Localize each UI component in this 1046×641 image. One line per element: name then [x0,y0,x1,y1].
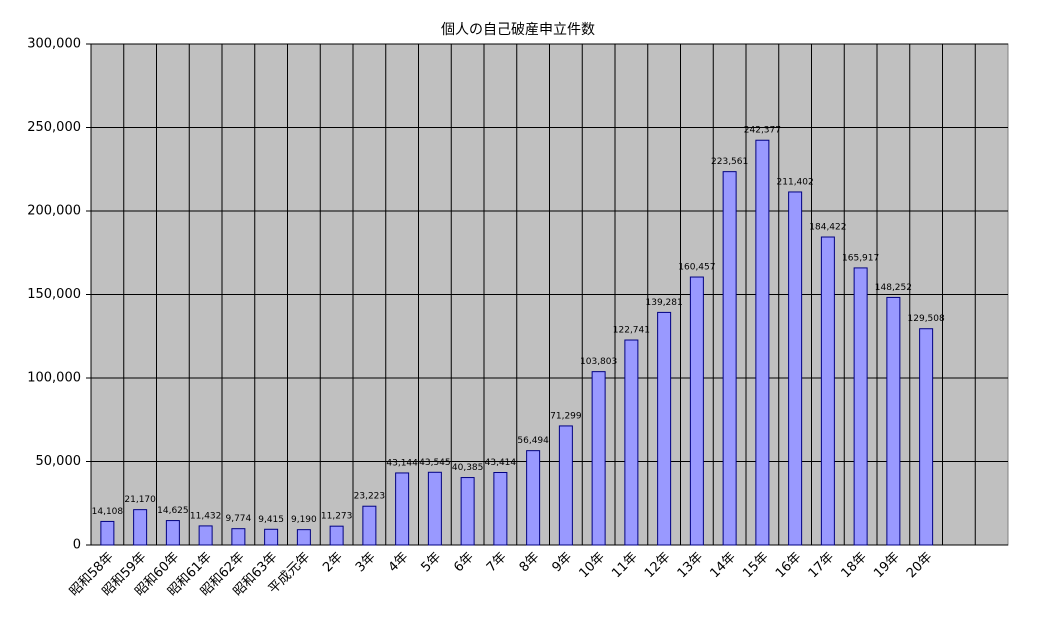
bar [624,339,639,546]
value-label: 211,402 [777,177,814,187]
value-label: 14,108 [92,507,124,517]
value-label: 9,415 [258,515,284,525]
value-label: 165,917 [842,253,879,263]
bar [755,139,770,546]
value-label: 139,281 [646,298,683,308]
y-tick-label: 200,000 [27,204,81,219]
value-label: 43,545 [419,458,451,468]
value-label: 43,414 [485,458,517,468]
value-label: 21,170 [124,495,156,505]
bar [231,528,246,546]
y-tick-label: 150,000 [27,287,81,302]
value-label: 129,508 [908,314,945,324]
bar [919,328,934,546]
bar [133,509,148,546]
value-label: 40,385 [452,463,484,473]
bar [264,528,279,546]
bar [329,525,344,546]
value-label: 71,299 [550,411,582,421]
value-label: 43,144 [386,458,418,468]
value-label: 122,741 [613,326,650,336]
bar [165,520,180,546]
x-tick-label: 7年 [484,550,510,576]
bar [100,520,115,546]
value-label: 11,273 [321,512,353,522]
bar [526,450,541,546]
value-label: 9,774 [225,514,251,524]
value-label: 11,432 [190,511,222,521]
y-tick-label: 250,000 [27,120,81,135]
bar [558,425,573,546]
x-tick-label: 20年 [904,550,935,581]
value-label: 56,494 [517,436,549,446]
x-tick-label: 16年 [773,550,804,581]
bar [362,505,377,546]
value-label: 223,561 [711,157,748,167]
value-label: 23,223 [354,492,386,502]
x-tick-label: 3年 [353,550,379,576]
x-tick-label: 13年 [675,550,706,581]
value-label: 184,422 [809,223,846,233]
x-tick-label: 15年 [740,550,771,581]
y-tick-label: 50,000 [36,454,82,469]
bar [853,267,868,546]
x-tick-label: 11年 [609,550,640,581]
x-tick-label: 19年 [871,550,902,581]
bar [460,477,475,546]
x-tick-label: 4年 [386,550,412,576]
x-tick-label: 5年 [419,550,445,576]
bar [722,171,737,546]
value-label: 160,457 [678,263,715,273]
bar [820,236,835,546]
bar [427,471,442,546]
x-tick-label: 6年 [451,550,477,576]
x-tick-label: 8年 [517,550,543,576]
bar [493,471,508,546]
value-label: 9,190 [291,515,317,525]
y-tick-label: 100,000 [27,371,81,386]
value-label: 103,803 [580,357,617,367]
value-label: 242,377 [744,126,781,136]
bar [657,311,672,546]
bar [788,191,803,546]
value-label: 14,625 [157,506,189,516]
bar [886,296,901,546]
bar [689,276,704,546]
bar [198,525,213,546]
x-tick-label: 18年 [838,550,869,581]
bar [395,472,410,546]
x-tick-label: 12年 [642,550,673,581]
x-tick-label: 2年 [320,550,346,576]
x-tick-label: 17年 [806,550,837,581]
y-tick-label: 300,000 [27,37,81,52]
chart-title: 個人の自己破産申立件数 [441,22,595,38]
x-tick-label: 9年 [550,550,576,576]
y-tick-label: 0 [73,538,81,553]
bar [296,529,311,546]
value-label: 148,252 [875,283,912,293]
x-tick-label: 14年 [707,550,738,581]
x-tick-label: 10年 [576,550,607,581]
bar [591,371,606,546]
